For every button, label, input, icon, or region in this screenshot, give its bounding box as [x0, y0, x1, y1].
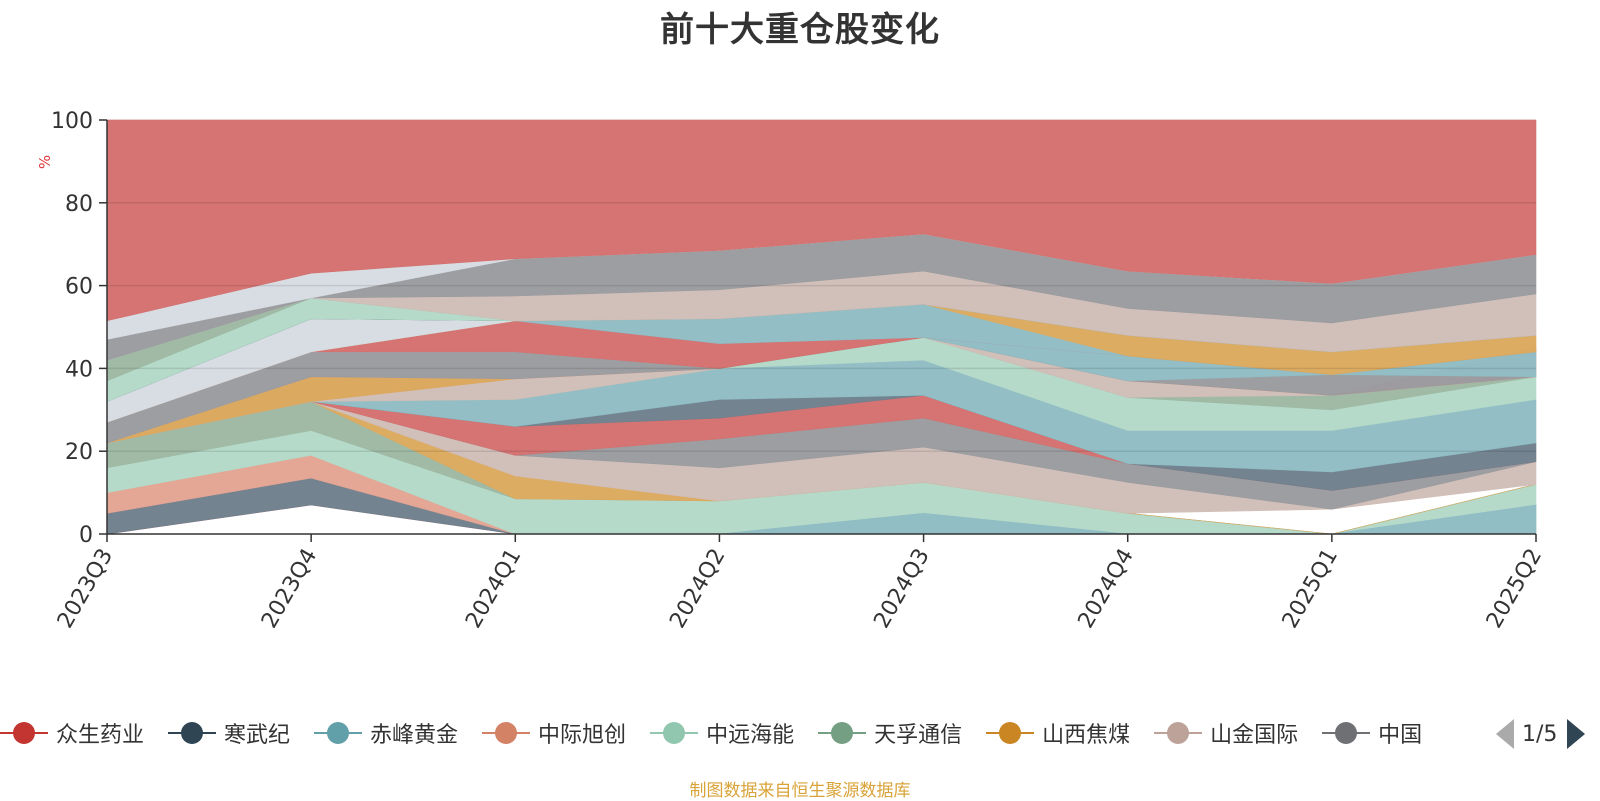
legend-item[interactable]: 众生药业 — [0, 711, 144, 755]
legend-label: 中远海能 — [706, 723, 795, 748]
legend-label: 寒武纪 — [224, 723, 291, 748]
legend-label: 中际旭创 — [538, 723, 627, 748]
x-tick-label: 2025Q1 — [1278, 545, 1343, 633]
legend: 众生药业 寒武纪 赤峰黄金 中际旭创 中远海能 天孚通信 山西焦煤 山金国际 中国 — [0, 711, 1484, 755]
x-tick-label: 2024Q2 — [665, 545, 730, 633]
legend-marker-icon — [986, 722, 1035, 744]
legend-marker-icon — [818, 722, 867, 744]
legend-item[interactable]: 天孚通信 — [818, 711, 962, 755]
legend-label: 中国 — [1378, 723, 1423, 748]
y-tick-label: 80 — [65, 192, 93, 217]
y-tick-label: 60 — [65, 275, 93, 300]
legend-item[interactable]: 中国 — [1322, 711, 1422, 755]
legend-marker-icon — [314, 722, 363, 744]
legend-label: 天孚通信 — [874, 723, 963, 748]
x-tick-label: 2023Q4 — [257, 545, 322, 633]
legend-marker-icon — [1154, 722, 1203, 744]
legend-marker-icon — [482, 722, 531, 744]
y-tick-label: 100 — [51, 109, 93, 134]
y-tick-label: 0 — [79, 523, 93, 548]
legend-item[interactable]: 山金国际 — [1154, 711, 1298, 755]
legend-item[interactable]: 中际旭创 — [482, 711, 626, 755]
legend-page-indicator: 1/5 — [1522, 721, 1558, 747]
chart-title: 前十大重仓股变化 — [660, 10, 940, 50]
y-axis-unit-label: % — [36, 155, 54, 169]
legend-next-page-icon[interactable] — [1567, 719, 1586, 749]
legend-marker-icon — [0, 722, 48, 744]
x-tick-label: 2023Q3 — [53, 545, 118, 633]
x-tick-label: 2025Q2 — [1482, 545, 1547, 633]
legend-item[interactable]: 赤峰黄金 — [314, 711, 458, 755]
legend-pager: 1/5 — [1496, 716, 1586, 752]
legend-marker-icon — [650, 722, 699, 744]
legend-prev-page-icon[interactable] — [1496, 719, 1514, 749]
y-tick-label: 20 — [65, 440, 93, 465]
legend-item[interactable]: 中远海能 — [650, 711, 794, 755]
legend-item[interactable]: 寒武纪 — [168, 711, 290, 755]
legend-label: 赤峰黄金 — [370, 723, 459, 748]
area-band-30 — [106, 119, 1537, 322]
legend-label: 山西焦煤 — [1042, 723, 1131, 748]
legend-item[interactable]: 山西焦煤 — [986, 711, 1130, 755]
x-tick-label: 2024Q4 — [1074, 545, 1139, 633]
legend-label: 山金国际 — [1210, 723, 1299, 748]
y-tick-label: 40 — [65, 357, 93, 382]
legend-marker-icon — [1322, 722, 1371, 744]
source-note: 制图数据来自恒生聚源数据库 — [689, 781, 911, 801]
x-tick-label: 2024Q1 — [461, 545, 526, 633]
legend-marker-icon — [168, 722, 217, 744]
x-tick-label: 2024Q3 — [869, 545, 934, 633]
legend-label: 众生药业 — [56, 723, 145, 748]
